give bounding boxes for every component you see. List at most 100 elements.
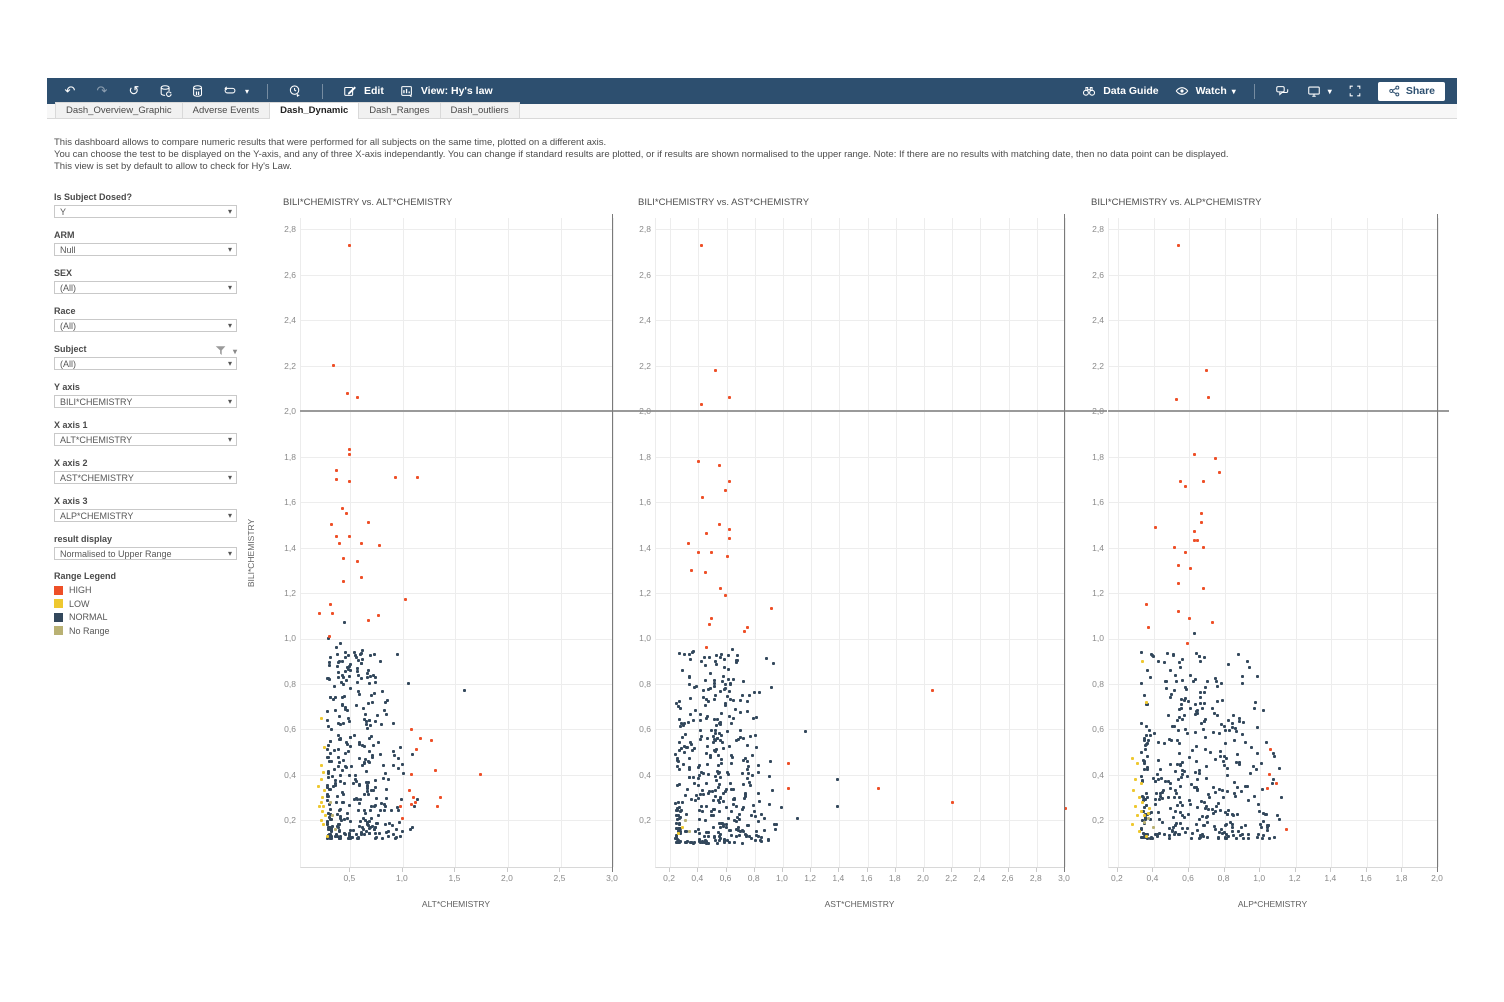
mark (742, 736, 745, 740)
mark (721, 825, 725, 829)
mark (726, 772, 730, 776)
mark (1223, 742, 1227, 746)
mark (419, 737, 423, 740)
sheet-tab-dash-dynamic[interactable]: Dash_Dynamic (269, 102, 360, 119)
mark (1194, 760, 1198, 764)
scatter-plot-3[interactable] (1108, 218, 1439, 868)
view-button[interactable]: View: Hy's law (398, 82, 493, 100)
mark (1151, 836, 1155, 840)
filter-select-sex[interactable]: (All) ▾ (54, 281, 237, 294)
undo-icon[interactable]: ↶ (64, 83, 76, 98)
filter-select-race[interactable]: (All) ▾ (54, 319, 237, 332)
gridline (301, 320, 612, 322)
mark (1173, 788, 1177, 792)
pause-auto-updates-icon[interactable] (189, 82, 207, 100)
mark (357, 824, 361, 828)
mark (1241, 721, 1245, 725)
filter-select-is-subject-dosed-[interactable]: Y ▾ (54, 205, 237, 218)
mark (331, 814, 334, 818)
mark (1193, 771, 1197, 775)
mark (333, 834, 337, 838)
legend-item-no-range[interactable]: No Range (54, 626, 110, 636)
mark (356, 559, 360, 563)
filter-select-x-axis-2[interactable]: AST*CHEMISTRY ▾ (54, 471, 237, 484)
mark (677, 832, 681, 836)
filter-menu-caret-icon[interactable]: ▾ (232, 346, 237, 356)
mark (728, 698, 732, 702)
mark (678, 700, 682, 704)
y-tick-label: 2,8 (284, 224, 296, 235)
display-icon (1305, 82, 1323, 100)
mark (689, 568, 693, 572)
mark (677, 717, 681, 721)
auto-update-caret-icon[interactable]: ▾ (245, 86, 250, 96)
data-freshness-icon[interactable] (286, 82, 304, 100)
filter-select-y-axis[interactable]: BILI*CHEMISTRY ▾ (54, 395, 237, 408)
mark (1167, 836, 1171, 840)
legend-item-normal[interactable]: NORMAL (54, 612, 108, 622)
sheet-tab-adverse-events[interactable]: Adverse Events (181, 102, 271, 118)
mark (779, 805, 783, 809)
mark (1144, 834, 1148, 838)
mark (349, 829, 353, 833)
mark (373, 804, 377, 808)
share-button[interactable]: Share (1377, 81, 1445, 101)
legend-item-high[interactable]: HIGH (54, 585, 92, 595)
mark (1182, 714, 1186, 717)
filter-select-arm[interactable]: Null ▾ (54, 243, 237, 256)
device-preview-button[interactable]: ▾ (1305, 82, 1332, 100)
scatter-plot-1[interactable] (300, 218, 614, 868)
funnel-icon[interactable] (214, 344, 228, 358)
mark (384, 772, 388, 775)
mark (702, 688, 706, 692)
mark (407, 789, 411, 793)
gridline (656, 683, 1064, 685)
mark (380, 689, 384, 693)
revert-icon[interactable]: ↺ (128, 83, 140, 98)
scatter-plot-2[interactable] (655, 218, 1067, 868)
refresh-data-icon[interactable] (157, 82, 175, 100)
mark (344, 655, 348, 659)
filter-select-subject[interactable]: (All) ▾ (54, 357, 237, 370)
mark (764, 657, 768, 661)
fullscreen-icon[interactable] (1346, 82, 1364, 100)
mark (740, 694, 744, 698)
filter-group: ARM Null ▾ (54, 230, 237, 256)
mark (719, 690, 722, 694)
legend-item-low[interactable]: LOW (54, 599, 90, 609)
mark (1245, 784, 1249, 788)
mark (1233, 792, 1236, 795)
sheet-tab-dash-overview-graphic[interactable]: Dash_Overview_Graphic (55, 102, 183, 118)
watch-button[interactable]: Watch ▾ (1173, 82, 1236, 100)
mark (675, 783, 679, 787)
y-tick-label: 2,0 (284, 406, 296, 417)
sheet-tab-dash-ranges[interactable]: Dash_Ranges (358, 102, 441, 118)
chevron-down-icon: ▾ (227, 283, 232, 292)
mark (346, 665, 350, 669)
mark (1146, 812, 1150, 815)
mark (1194, 731, 1198, 735)
data-guide-button[interactable]: Data Guide (1080, 82, 1159, 100)
mark (1181, 768, 1185, 772)
filter-select-x-axis-3[interactable]: ALP*CHEMISTRY ▾ (54, 509, 237, 522)
comments-icon[interactable] (1273, 82, 1291, 100)
gridline (301, 456, 612, 458)
mark (1227, 835, 1231, 839)
mark (1176, 762, 1180, 766)
mark (349, 669, 353, 673)
mark (335, 812, 339, 816)
mark (1177, 660, 1181, 664)
mark (732, 717, 735, 721)
filter-select-result-display[interactable]: Normalised to Upper Range ▾ (54, 547, 237, 560)
mark (723, 593, 727, 597)
mark (1158, 798, 1162, 802)
auto-update-loop-icon[interactable] (221, 82, 239, 100)
filter-select-x-axis-1[interactable]: ALT*CHEMISTRY ▾ (54, 433, 237, 446)
sheet-tab-dash-outliers[interactable]: Dash_outliers (439, 102, 520, 118)
redo-icon[interactable]: ↷ (96, 83, 108, 98)
y-tick-label: 1,2 (284, 588, 296, 598)
mark (390, 823, 394, 827)
edit-button[interactable]: Edit (341, 82, 384, 100)
mark (1179, 784, 1182, 788)
mark (1204, 777, 1208, 781)
